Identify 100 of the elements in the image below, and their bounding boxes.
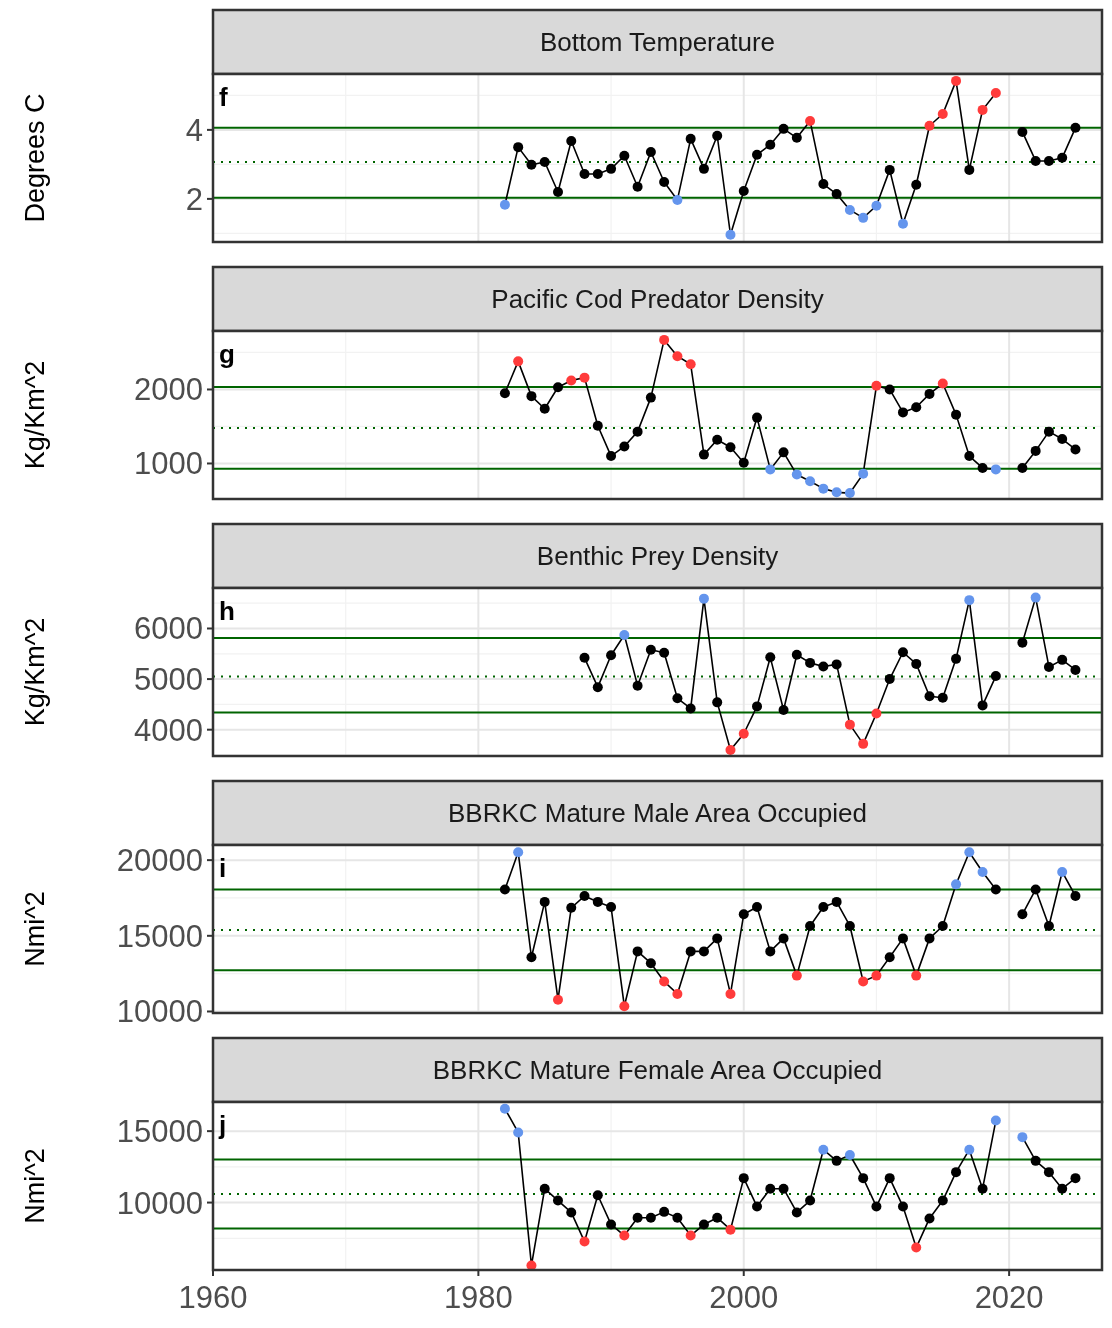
point [1070,444,1081,455]
point [791,970,802,981]
point [725,229,736,240]
point [698,1219,709,1230]
point [805,1195,816,1206]
point [606,650,617,661]
point [579,169,590,180]
point [884,164,895,175]
point [659,647,670,658]
point [752,1201,763,1212]
point [1030,445,1041,456]
point [552,1195,563,1206]
point [592,420,603,431]
point [977,866,988,877]
y-axis-title: Degrees C [20,93,50,223]
y-tick-label: 15000 [116,918,203,954]
point [632,680,643,691]
point [844,488,855,499]
point [685,133,696,144]
point [1030,592,1041,603]
point [937,109,948,120]
y-tick-label: 10000 [116,1185,203,1221]
point [844,204,855,215]
point [990,884,1001,895]
point [911,658,922,669]
y-axis-title: Nmi^2 [20,1148,50,1224]
y-tick-label: 20000 [116,843,203,879]
point [579,652,590,663]
point [977,700,988,711]
point [844,920,855,931]
point [964,451,975,462]
point [1030,1155,1041,1166]
point [539,1183,550,1194]
y-tick-label: 6000 [134,611,203,647]
point [884,384,895,395]
point [566,902,577,913]
point [791,132,802,143]
point [1043,920,1054,931]
point [1043,426,1054,437]
point [858,1173,869,1184]
y-axis-title: Kg/Km^2 [20,360,50,470]
y-tick-label: 4 [185,112,203,148]
point [606,163,617,174]
point [752,701,763,712]
point [778,123,789,134]
y-axis-title: Nmi^2 [20,891,50,967]
point [1043,1167,1054,1178]
point [1017,909,1028,920]
point [645,1212,656,1223]
point [645,392,656,403]
point [712,697,723,708]
point [937,378,948,389]
point [871,970,882,981]
point [977,462,988,473]
point [566,135,577,146]
point [685,946,696,957]
point [632,181,643,192]
point [539,156,550,167]
point [964,595,975,606]
point [990,87,1001,98]
point [871,708,882,719]
point [752,149,763,160]
point [990,1115,1001,1126]
x-tick-label: 1980 [443,1280,513,1315]
chart-title: BBRKC Mature Female Area Occupied [432,1055,883,1085]
point [1017,462,1028,473]
point [539,896,550,907]
point [765,946,776,957]
point [990,671,1001,682]
point [977,1183,988,1194]
point [911,402,922,413]
point [619,150,630,161]
point [738,457,749,468]
annotation: h [219,596,235,626]
point [592,1190,603,1201]
point [685,703,696,714]
point [1017,126,1028,137]
point [765,139,776,150]
y-tick-label: 15000 [116,1114,203,1150]
point [725,442,736,453]
point [884,674,895,685]
point [818,1144,829,1155]
point [805,657,816,668]
point [698,163,709,174]
point [924,388,935,399]
chart-title: Bottom Temperature [539,27,776,57]
point [884,1173,895,1184]
point [897,647,908,658]
point [552,186,563,197]
point [805,115,816,126]
point [632,946,643,957]
point [659,334,670,345]
point [1030,155,1041,166]
point [1017,1132,1028,1143]
point [778,933,789,944]
chart-title: BBRKC Mature Male Area Occupied [447,798,868,828]
point [858,468,869,479]
x-tick-label: 2000 [709,1280,779,1315]
annotation: f [219,82,228,112]
point [937,920,948,931]
